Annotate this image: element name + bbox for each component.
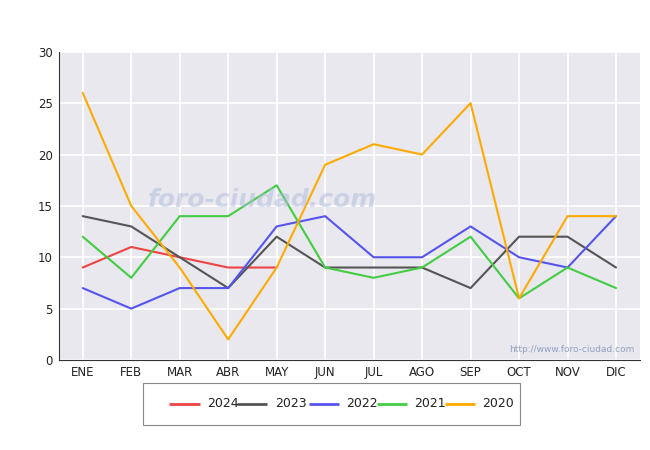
Text: 2022: 2022: [346, 397, 378, 410]
Text: Matriculaciones de Vehiculos en Consuegra: Matriculaciones de Vehiculos en Consuegr…: [135, 14, 515, 33]
Text: 2024: 2024: [207, 397, 239, 410]
Text: http://www.foro-ciudad.com: http://www.foro-ciudad.com: [509, 345, 634, 354]
Text: 2023: 2023: [275, 397, 307, 410]
Text: 2021: 2021: [415, 397, 446, 410]
Text: 2020: 2020: [482, 397, 514, 410]
Text: foro-ciudad.com: foro-ciudad.com: [148, 188, 377, 212]
